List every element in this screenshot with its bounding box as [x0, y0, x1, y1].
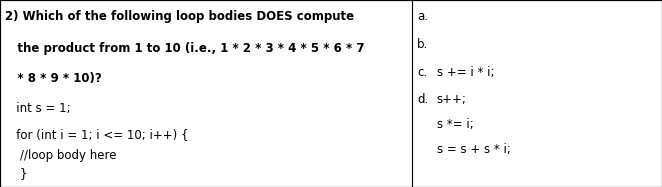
Text: //loop body here: //loop body here: [5, 149, 117, 162]
Text: b.: b.: [417, 38, 428, 51]
Text: s++;: s++;: [437, 93, 467, 106]
Text: s = s + s * i;: s = s + s * i;: [437, 143, 511, 156]
Text: 2) Which of the following loop bodies DOES compute: 2) Which of the following loop bodies DO…: [5, 10, 354, 23]
Text: }: }: [5, 167, 28, 180]
Text: the product from 1 to 10 (i.e., 1 * 2 * 3 * 4 * 5 * 6 * 7: the product from 1 to 10 (i.e., 1 * 2 * …: [5, 42, 365, 55]
Text: c.: c.: [417, 66, 427, 79]
Text: * 8 * 9 * 10)?: * 8 * 9 * 10)?: [5, 72, 102, 85]
Text: for (int i = 1; i <= 10; i++) {: for (int i = 1; i <= 10; i++) {: [5, 128, 189, 141]
Text: int s = 1;: int s = 1;: [5, 102, 71, 115]
Text: d.: d.: [417, 93, 428, 106]
Text: a.: a.: [417, 10, 428, 23]
Text: s *= i;: s *= i;: [437, 118, 474, 131]
Text: s += i * i;: s += i * i;: [437, 66, 495, 79]
